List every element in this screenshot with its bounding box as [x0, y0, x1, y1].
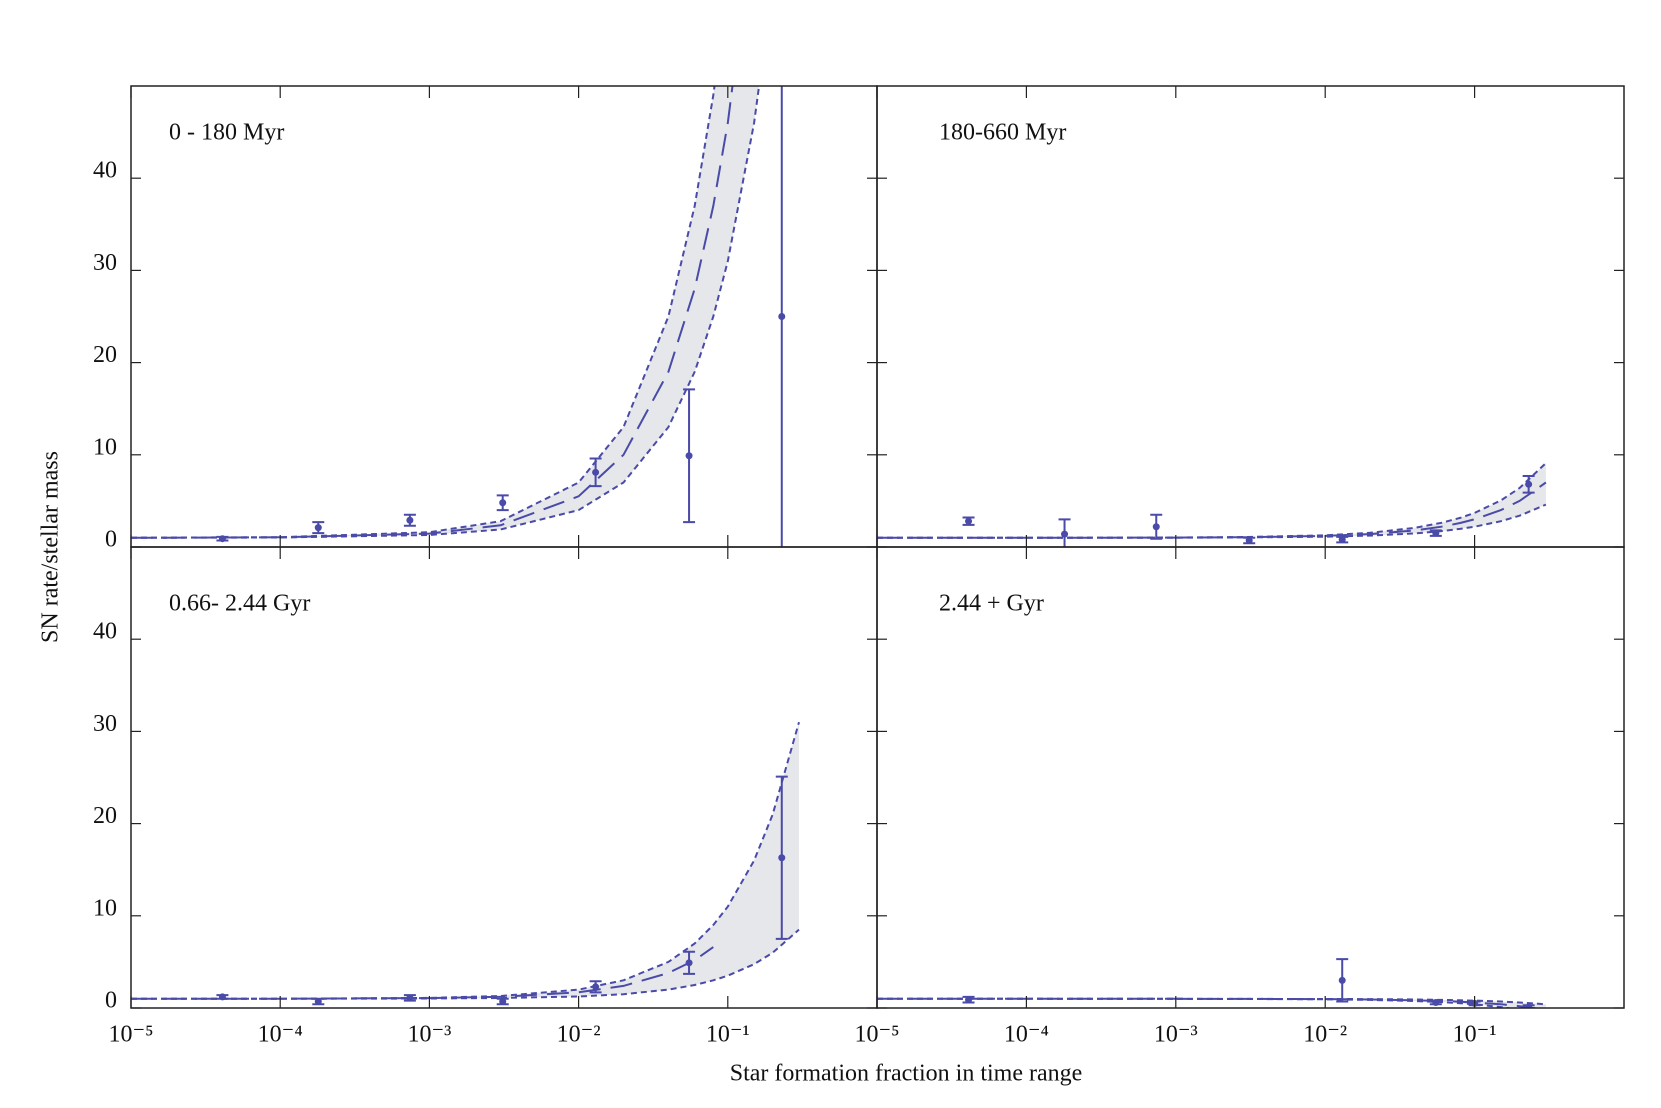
data-point — [499, 998, 507, 1006]
x-tick-label: 10⁻⁵ — [854, 1022, 899, 1048]
x-tick-label: 10⁻⁴ — [258, 1022, 303, 1048]
x-tick-label: 10⁻⁴ — [1004, 1022, 1049, 1048]
fit-lower — [877, 503, 1547, 539]
x-tick-label: 10⁻³ — [407, 1022, 451, 1048]
x-tick-label: 10⁻² — [557, 1022, 601, 1048]
y-tick-label: 10 — [93, 895, 117, 921]
data-point — [314, 998, 322, 1006]
x-tick-label: 10⁻³ — [1154, 1022, 1198, 1048]
panel — [877, 462, 1547, 547]
data-point — [1061, 530, 1069, 538]
data-point — [1525, 480, 1533, 488]
fit-upper — [131, 721, 800, 1000]
data-point — [406, 994, 414, 1002]
panel-title: 0.66- 2.44 Gyr — [169, 591, 310, 617]
fit-best — [131, 86, 734, 539]
confidence-band — [131, 86, 760, 538]
data-point — [314, 524, 322, 532]
fit-lower — [877, 997, 1515, 1008]
y-tick-label: 30 — [93, 250, 117, 276]
data-point — [685, 959, 693, 967]
data-point — [1338, 536, 1346, 544]
confidence-band — [877, 998, 1546, 1008]
fit-lower — [131, 86, 761, 539]
data-point — [1152, 523, 1160, 531]
confidence-band — [877, 463, 1546, 538]
data-point — [499, 499, 507, 507]
panel-title: 0 - 180 Myr — [169, 120, 284, 146]
panel-frame — [876, 85, 1625, 548]
data-point — [406, 516, 414, 524]
data-point — [685, 452, 693, 460]
y-tick-label: 30 — [93, 711, 117, 737]
panel — [131, 721, 800, 1006]
fit-best — [131, 946, 714, 1000]
panel-frame — [130, 85, 878, 548]
confidence-band — [131, 722, 799, 999]
panel — [877, 958, 1546, 1008]
data-point — [1245, 537, 1253, 545]
y-axis-label: SN rate/stellar mass — [38, 451, 64, 643]
data-point — [218, 993, 226, 1001]
panel-title: 180-660 Myr — [939, 120, 1066, 146]
panel-frame — [876, 546, 1625, 1009]
data-point — [1432, 529, 1440, 537]
y-tick-label: 0 — [105, 988, 117, 1014]
data-point — [592, 468, 600, 476]
y-tick-label: 40 — [93, 619, 117, 645]
x-tick-label: 10⁻⁵ — [108, 1022, 153, 1048]
data-point — [965, 996, 973, 1004]
data-point — [218, 535, 226, 543]
panel-title: 2.44 + Gyr — [939, 591, 1044, 617]
fit-upper — [877, 997, 1546, 1006]
x-tick-label: 10⁻¹ — [706, 1022, 750, 1048]
y-tick-label: 0 — [105, 527, 117, 553]
y-tick-label: 40 — [93, 158, 117, 184]
data-point — [778, 313, 786, 320]
y-tick-label: 20 — [93, 342, 117, 368]
data-point — [592, 983, 600, 991]
data-point — [1338, 976, 1346, 984]
panel — [131, 86, 786, 547]
y-tick-label: 20 — [93, 803, 117, 829]
x-tick-label: 10⁻² — [1303, 1022, 1347, 1048]
data-point — [965, 517, 973, 525]
y-tick-label: 10 — [93, 434, 117, 460]
fit-upper — [131, 86, 716, 539]
data-point — [778, 854, 786, 862]
data-point — [1432, 998, 1440, 1006]
data-point — [1525, 1003, 1533, 1008]
x-axis-label: Star formation fraction in time range — [730, 1061, 1083, 1087]
x-tick-label: 10⁻¹ — [1453, 1022, 1497, 1048]
